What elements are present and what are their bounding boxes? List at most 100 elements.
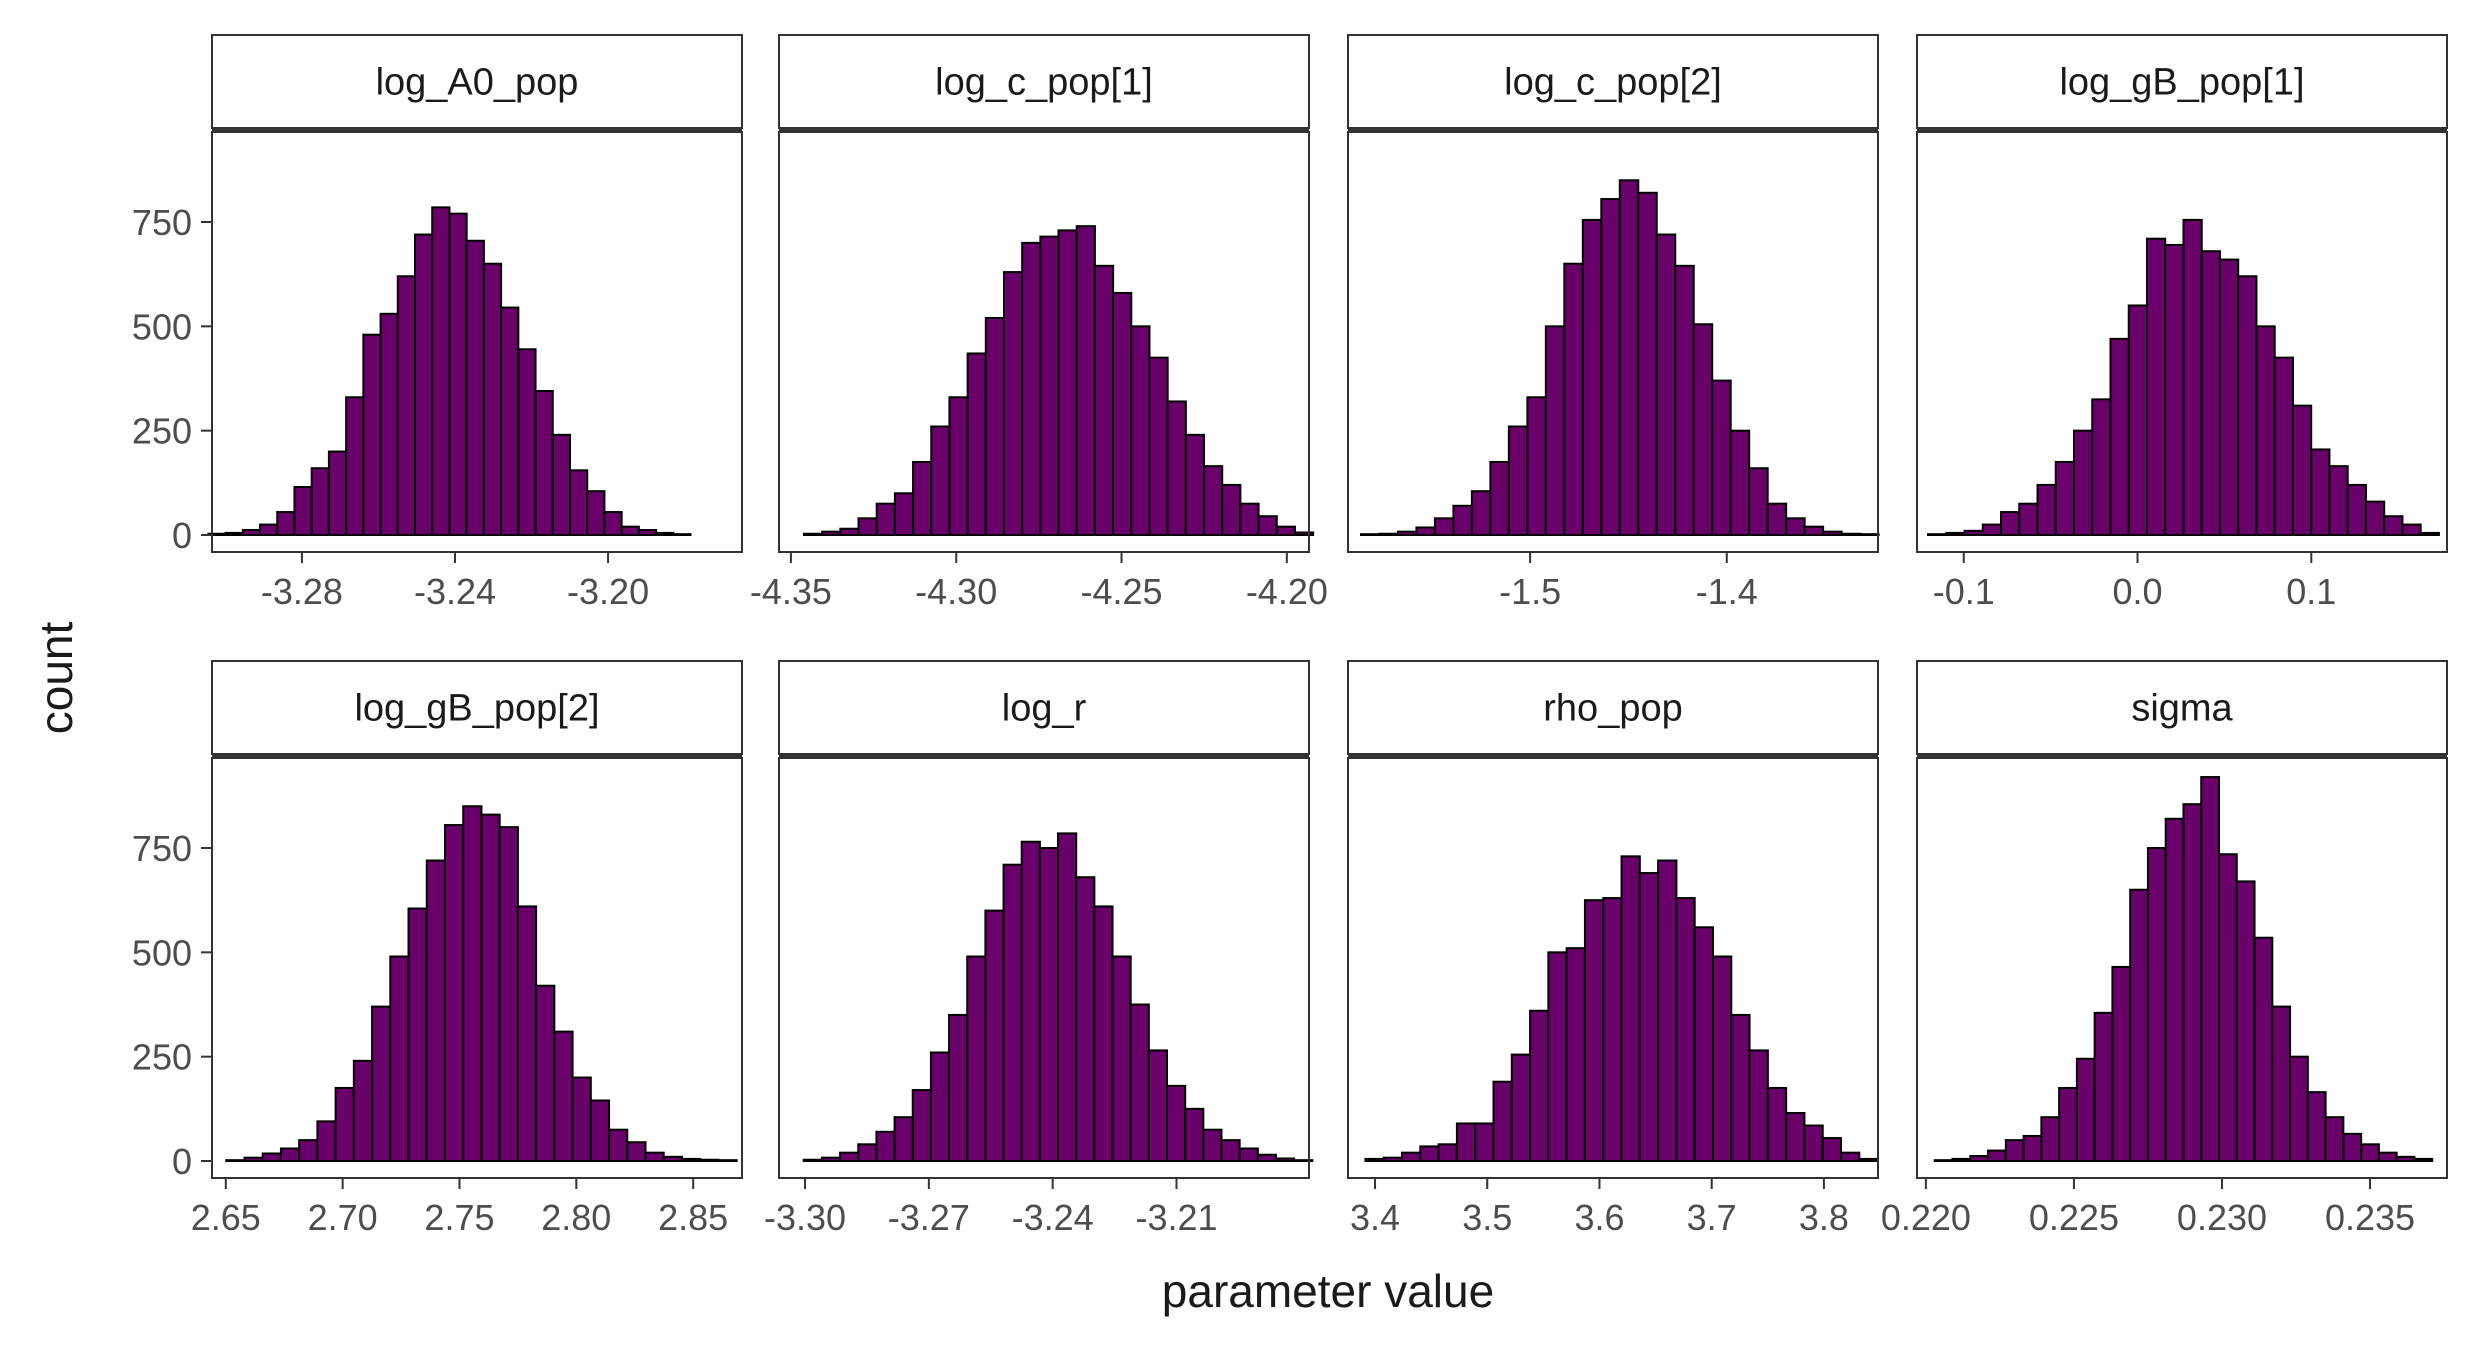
histogram-bar [1433, 517, 1455, 536]
histogram-bar [930, 425, 951, 537]
strip-box [1916, 660, 2448, 755]
histogram-bar [1293, 1159, 1314, 1162]
histogram-bar [500, 306, 520, 537]
strip-box [1916, 34, 2448, 129]
histogram-bar [857, 517, 878, 536]
histogram-bar [276, 511, 296, 537]
histogram-bar [2073, 429, 2094, 536]
x-tick-label: 3.6 [1574, 1197, 1624, 1238]
histogram-bar [362, 333, 382, 536]
histogram-bar [352, 1059, 374, 1162]
histogram-bar [1130, 325, 1151, 537]
strip-box [1347, 34, 1879, 129]
x-tick-label: 0.1 [2286, 571, 2336, 612]
histogram-bar [672, 533, 692, 537]
histogram-bar [396, 275, 417, 536]
panel-log-gb-pop-1: log_gB_pop[1] -0.1 0.0 0.1 [1916, 34, 2448, 612]
histogram-bar [261, 1152, 282, 1163]
histogram-bar [553, 1030, 574, 1163]
histogram-bar [984, 909, 1005, 1162]
histogram-bar [717, 1159, 738, 1162]
histogram-bar [1419, 1145, 1440, 1162]
histogram-bar [2328, 465, 2349, 537]
histogram-bar [1859, 533, 1880, 537]
histogram-bar [1148, 356, 1169, 536]
panel-rho-pop: rho_pop 3.4 3.5 3.6 3.7 3.8 [1347, 660, 1879, 1238]
histogram-bar [1293, 531, 1315, 536]
x-tick-label: -1.4 [1696, 571, 1758, 612]
histogram-bar [1803, 1124, 1824, 1162]
histogram-bar [984, 316, 1005, 536]
x-axis-title: parameter value [1162, 1265, 1494, 1317]
histogram-bar [2218, 853, 2238, 1162]
histogram-bar [637, 528, 658, 537]
histogram-bar [1129, 1003, 1150, 1162]
histogram-bar [407, 907, 428, 1162]
x-tick-label: -1.5 [1499, 571, 1561, 612]
histogram-bar [821, 530, 842, 536]
histogram-bar [1002, 863, 1023, 1163]
histogram-bar [1038, 847, 1060, 1162]
histogram-bar [1620, 855, 1641, 1162]
histogram-bar [2401, 523, 2422, 536]
histogram-bar [1257, 515, 1278, 536]
histogram-bar [620, 525, 640, 536]
panel-log-c-pop-2: log_c_pop[2] -1.5 -1.4 [1347, 34, 1880, 612]
histogram-bar [1618, 179, 1640, 536]
strip-label: log_c_pop[1] [935, 62, 1153, 104]
histogram-bar [1452, 504, 1473, 536]
y-tick-label: 0 [172, 1141, 192, 1182]
strip-label: log_A0_pop [376, 62, 579, 104]
histogram-bar [389, 955, 410, 1162]
histogram-bar [1730, 1013, 1751, 1163]
histogram-bar [911, 1089, 932, 1163]
x-tick-label: 3.4 [1350, 1197, 1400, 1238]
histogram-bar [1507, 425, 1529, 537]
strip-box [778, 34, 1310, 129]
histogram-bar [1821, 1137, 1843, 1162]
strip-label: log_gB_pop[1] [2059, 62, 2304, 104]
panel-log-r: log_r -3.30 -3.27 -3.24 -3.21 [764, 660, 1314, 1238]
histogram-bar [1166, 400, 1187, 536]
histogram-bar [1583, 899, 1605, 1163]
x-tick-label: 0.230 [2177, 1197, 2267, 1238]
x-tick-label: 0.235 [2325, 1197, 2415, 1238]
x-tick-label: -4.20 [1246, 571, 1328, 612]
histogram-bar [1933, 1159, 1954, 1162]
histogram-bar [551, 433, 571, 536]
histogram-bar [1147, 1049, 1169, 1162]
histogram-bar [1766, 502, 1788, 537]
histogram-bar [2383, 515, 2404, 536]
histogram-bar [448, 212, 468, 537]
strip-label: log_r [1002, 688, 1087, 730]
histogram-bar [2182, 218, 2203, 536]
x-tick-label: 0.225 [2029, 1197, 2119, 1238]
histogram-bar [1492, 1080, 1513, 1162]
histogram-bar [1748, 467, 1769, 536]
histogram-bar [2109, 337, 2130, 536]
histogram-bar [2093, 1011, 2114, 1163]
histogram-bar [465, 239, 485, 536]
histogram-bar [2218, 258, 2240, 536]
histogram-bar [802, 532, 824, 536]
histogram-bar [1455, 1122, 1477, 1162]
histogram-bar [1239, 502, 1260, 537]
histogram-bar [1711, 379, 1732, 536]
strip-label: rho_pop [1543, 688, 1682, 730]
histogram-bar [2306, 1091, 2327, 1163]
histogram-bar [1544, 325, 1566, 537]
histogram-bar [662, 1155, 683, 1162]
histogram-bar [2004, 1139, 2025, 1162]
y-tick-label: 250 [132, 1037, 192, 1078]
panel-log-gb-pop-2: log_gB_pop[2] 2.65 2.70 2.75 2.80 2.85 0 250 500… [132, 660, 743, 1238]
strip-label: sigma [2131, 688, 2233, 730]
x-tick-label: -3.20 [567, 571, 649, 612]
y-tick-label: 750 [132, 828, 192, 869]
histogram-bar [1858, 1157, 1879, 1162]
histogram-bar [875, 502, 896, 537]
histogram-bar [857, 1143, 878, 1162]
histogram-bar [839, 527, 860, 536]
histogram-bar [1840, 1151, 1861, 1162]
histogram-bar [2127, 304, 2148, 537]
